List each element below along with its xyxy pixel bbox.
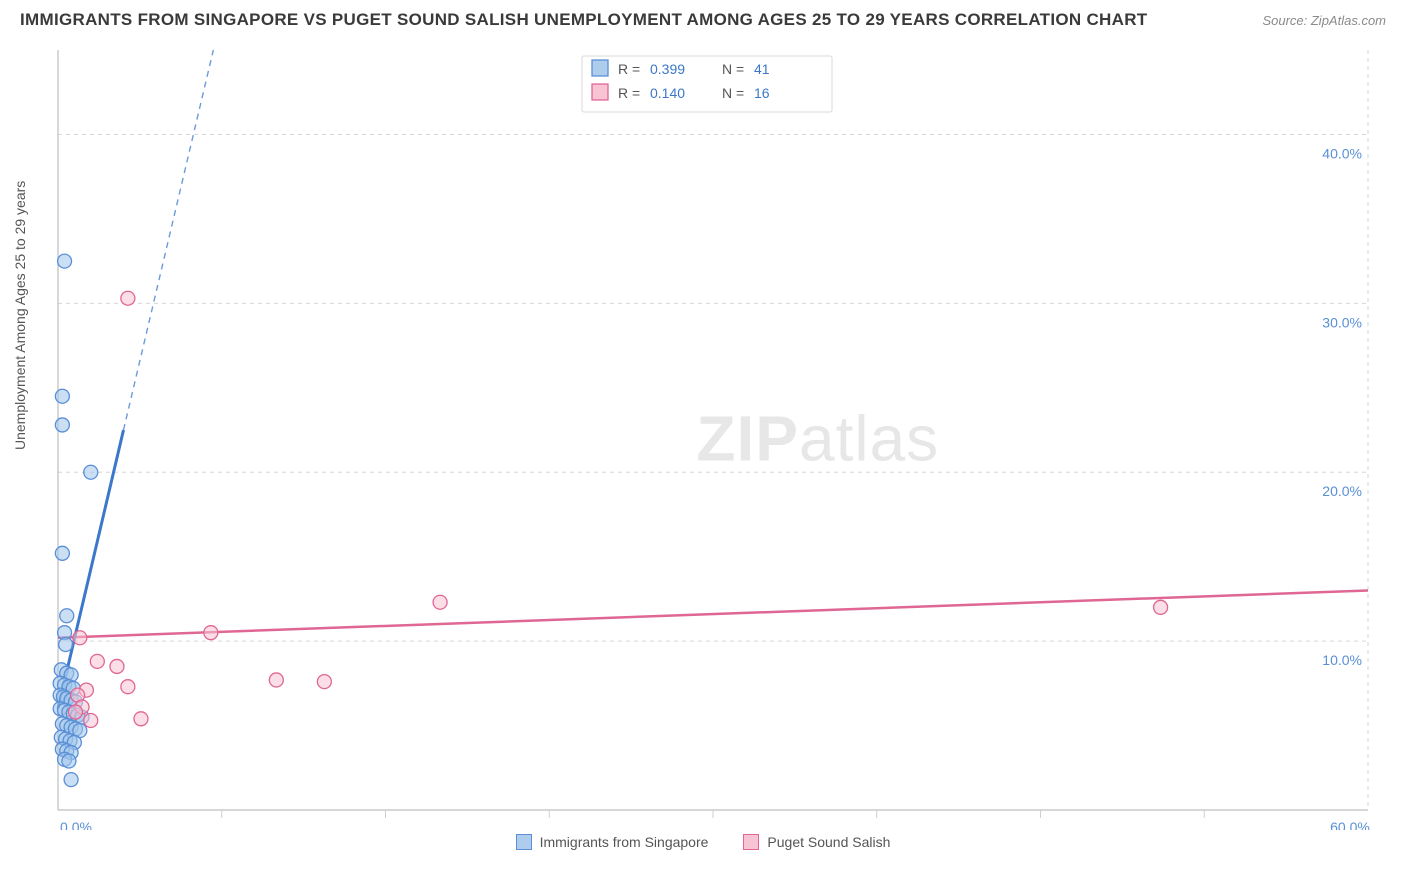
data-point — [84, 465, 98, 479]
svg-text:R =: R = — [618, 61, 640, 77]
data-point — [60, 609, 74, 623]
data-point — [62, 754, 76, 768]
data-point — [121, 291, 135, 305]
data-point — [55, 418, 69, 432]
svg-text:N =: N = — [722, 85, 744, 101]
svg-text:R =: R = — [618, 85, 640, 101]
data-point — [1154, 600, 1168, 614]
svg-text:0.399: 0.399 — [650, 61, 685, 77]
data-point — [204, 626, 218, 640]
svg-text:10.0%: 10.0% — [1322, 652, 1362, 668]
data-point — [121, 680, 135, 694]
correlation-scatter-chart: 10.0% 20.0% 30.0% 40.0% ZIPatlas 0.0% 60.0% R =… — [48, 40, 1378, 830]
svg-text:41: 41 — [754, 61, 770, 77]
svg-text:20.0%: 20.0% — [1322, 483, 1362, 499]
svg-text:40.0%: 40.0% — [1322, 145, 1362, 161]
source-label: Source: ZipAtlas.com — [1262, 13, 1386, 28]
swatch-pink-icon — [743, 834, 759, 850]
svg-text:N =: N = — [722, 61, 744, 77]
legend-label: Puget Sound Salish — [767, 834, 890, 850]
data-point — [64, 773, 78, 787]
data-point — [134, 712, 148, 726]
svg-text:0.140: 0.140 — [650, 85, 685, 101]
y-axis-label: Unemployment Among Ages 25 to 29 years — [12, 181, 28, 450]
svg-text:16: 16 — [754, 85, 770, 101]
bottom-legend: Immigrants from Singapore Puget Sound Sa… — [0, 834, 1406, 850]
data-point — [73, 631, 87, 645]
svg-text:60.0%: 60.0% — [1330, 819, 1370, 830]
data-point — [269, 673, 283, 687]
data-point — [68, 705, 82, 719]
data-point — [433, 595, 447, 609]
data-point — [84, 713, 98, 727]
data-point — [55, 546, 69, 560]
svg-text:ZIPatlas: ZIPatlas — [696, 402, 939, 474]
swatch-blue-icon — [516, 834, 532, 850]
svg-text:30.0%: 30.0% — [1322, 314, 1362, 330]
legend-item-singapore: Immigrants from Singapore — [516, 834, 709, 850]
legend-label: Immigrants from Singapore — [540, 834, 709, 850]
page-title: IMMIGRANTS FROM SINGAPORE VS PUGET SOUND… — [20, 10, 1147, 30]
svg-text:0.0%: 0.0% — [60, 819, 92, 830]
data-point — [55, 389, 69, 403]
data-point — [317, 675, 331, 689]
legend-item-puget: Puget Sound Salish — [743, 834, 890, 850]
data-point — [110, 659, 124, 673]
data-point — [59, 637, 73, 651]
data-point — [90, 654, 104, 668]
data-point — [58, 254, 72, 268]
